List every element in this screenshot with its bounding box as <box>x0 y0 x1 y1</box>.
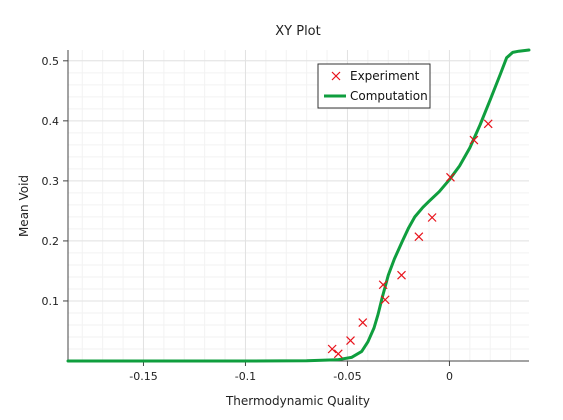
experiment-point <box>378 280 388 290</box>
experiment-point <box>346 336 355 346</box>
y-tick-label: 0.5 <box>42 55 60 68</box>
computation-line <box>66 48 531 363</box>
y-tick-label: 0.2 <box>42 235 60 248</box>
x-axis-title: Thermodynamic Quality <box>225 394 370 408</box>
experiment-point <box>358 318 368 327</box>
chart-title: XY Plot <box>275 24 320 39</box>
experiment-point <box>446 172 455 182</box>
experiment-point <box>333 349 343 359</box>
y-tick-label: 0.3 <box>42 175 60 188</box>
x-tick-label: -0.05 <box>333 370 361 383</box>
experiment-point <box>427 213 437 222</box>
experiment-point <box>380 295 390 305</box>
series-layer <box>66 48 531 363</box>
plot-background <box>68 50 529 361</box>
x-tick-label: -0.1 <box>235 370 256 383</box>
y-tick-label: 0.4 <box>42 115 60 128</box>
legend-box <box>317 63 431 109</box>
grid-lines <box>68 50 529 361</box>
legend-label-computation: Computation <box>350 89 428 103</box>
y-axis-title: Mean Void <box>17 175 31 237</box>
x-tick-label: 0 <box>446 370 453 383</box>
experiment-point <box>469 135 479 145</box>
legend-marker-experiment <box>331 71 341 81</box>
experiment-point <box>483 119 493 129</box>
experiment-point <box>397 270 406 280</box>
experiment-point <box>327 344 337 354</box>
experiment-point <box>414 232 424 242</box>
y-tick-label: 0.1 <box>42 295 60 308</box>
plot-area: -0.15 -0.1 -0.05 0 0.1 0.2 0.3 0.4 0.5 <box>42 48 531 383</box>
axis-ticks: -0.15 -0.1 -0.05 0 0.1 0.2 0.3 0.4 0.5 <box>42 55 453 383</box>
legend: Experiment Computation <box>317 63 431 109</box>
x-tick-label: -0.15 <box>129 370 157 383</box>
legend-label-experiment: Experiment <box>350 69 420 83</box>
